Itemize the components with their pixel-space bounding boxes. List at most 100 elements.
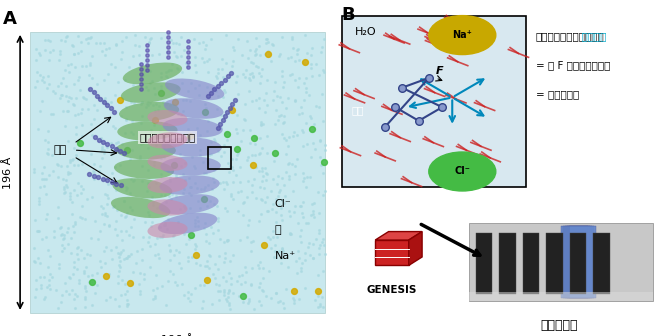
Point (224, 287, 234, 293)
Point (190, 180, 200, 185)
Point (80, 36, 91, 41)
Point (83, 280, 94, 285)
Point (314, 72, 324, 77)
Point (155, 90, 166, 95)
Point (217, 74, 228, 79)
Point (243, 217, 254, 222)
Point (198, 298, 208, 304)
Point (39, 275, 50, 280)
Point (168, 271, 178, 276)
Point (60, 83, 71, 89)
Point (72, 193, 82, 198)
Point (128, 235, 139, 240)
Point (45, 272, 56, 277)
Point (314, 230, 324, 236)
Point (87, 279, 98, 285)
Point (57, 248, 68, 254)
Point (154, 255, 165, 260)
Point (190, 241, 200, 246)
Point (104, 271, 115, 277)
Point (69, 52, 80, 57)
Point (56, 224, 66, 229)
Point (40, 216, 51, 221)
Point (71, 124, 82, 130)
Point (264, 268, 275, 274)
Point (87, 89, 98, 94)
Point (161, 227, 172, 232)
Point (239, 200, 249, 205)
Point (146, 35, 157, 40)
Point (184, 205, 195, 210)
Point (34, 201, 45, 206)
Point (138, 140, 149, 146)
Point (297, 129, 308, 134)
Point (166, 137, 177, 142)
Point (119, 198, 129, 203)
Point (136, 164, 147, 169)
Point (92, 175, 103, 180)
Point (181, 64, 192, 69)
Point (240, 280, 251, 285)
Point (232, 208, 243, 213)
Point (243, 76, 254, 81)
Point (260, 52, 271, 57)
Point (194, 92, 204, 97)
Point (145, 81, 155, 86)
Point (106, 140, 117, 145)
Point (163, 194, 174, 199)
Point (308, 140, 318, 146)
Point (68, 265, 79, 270)
Point (252, 65, 263, 70)
Point (216, 80, 226, 86)
Point (281, 137, 291, 143)
Point (273, 202, 284, 207)
Point (304, 113, 315, 119)
Point (243, 155, 253, 160)
Point (202, 93, 213, 98)
Point (83, 35, 94, 40)
Point (281, 287, 291, 292)
Text: 相互作用: 相互作用 (536, 31, 606, 41)
Point (248, 162, 259, 167)
Point (147, 202, 158, 208)
Point (170, 279, 181, 285)
Point (299, 286, 310, 291)
Point (186, 232, 196, 237)
Point (65, 193, 76, 199)
Point (283, 208, 294, 214)
Point (34, 50, 44, 55)
Point (70, 131, 81, 137)
Point (314, 227, 324, 233)
Point (161, 50, 172, 55)
Point (267, 206, 277, 212)
Point (66, 157, 77, 163)
Point (190, 253, 201, 258)
Point (293, 84, 304, 89)
Point (291, 258, 302, 263)
Bar (570, 233, 586, 294)
Point (103, 223, 114, 228)
Point (214, 181, 225, 186)
Point (261, 177, 271, 183)
Point (297, 128, 308, 133)
Point (225, 307, 236, 312)
Point (70, 306, 80, 311)
Point (222, 137, 232, 142)
Point (87, 132, 98, 137)
Point (53, 265, 64, 271)
Point (184, 184, 195, 189)
Point (231, 126, 242, 131)
Point (242, 38, 253, 44)
Point (308, 211, 318, 217)
Point (289, 97, 300, 102)
Point (62, 109, 72, 114)
Point (314, 303, 325, 308)
Point (315, 139, 326, 144)
Point (234, 293, 245, 298)
Point (261, 208, 272, 213)
Point (257, 287, 267, 293)
Point (273, 53, 284, 58)
Ellipse shape (116, 140, 176, 160)
Point (150, 101, 161, 107)
Point (197, 306, 208, 311)
